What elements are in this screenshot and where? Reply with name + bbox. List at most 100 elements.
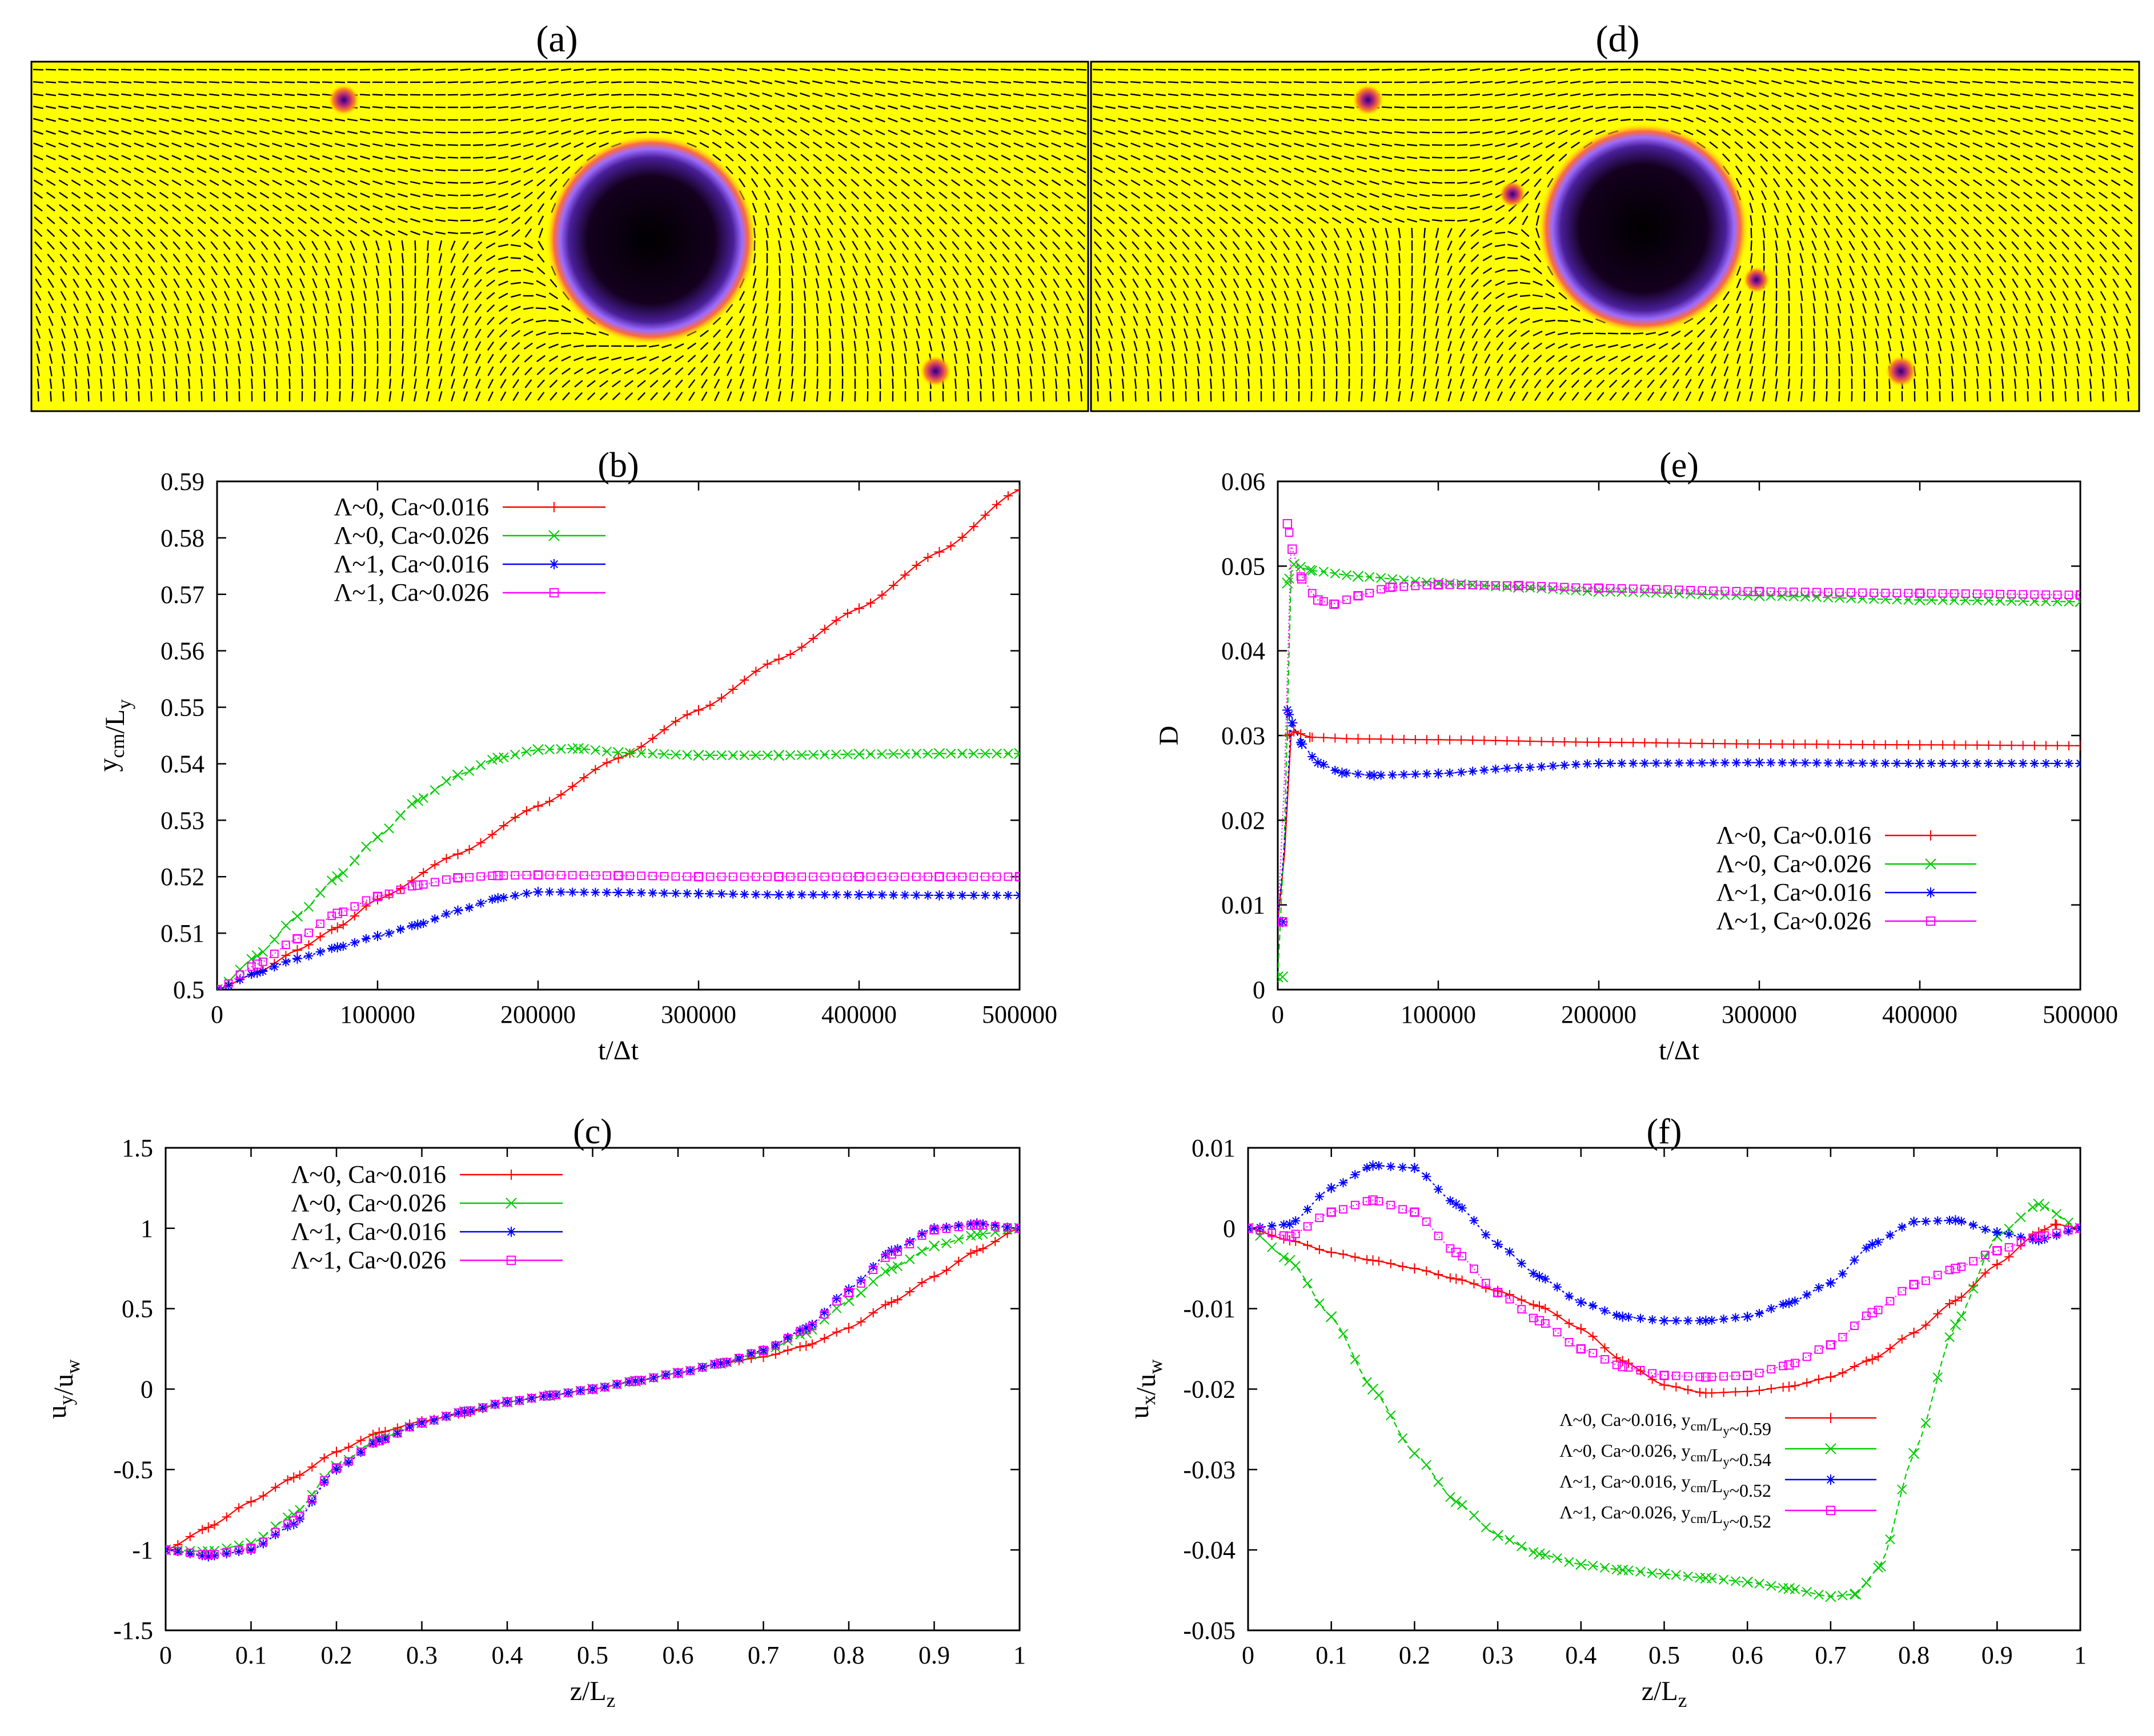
data-point <box>1992 1246 2001 1255</box>
data-point <box>1282 577 1293 589</box>
data-point <box>1594 737 1604 748</box>
data-point <box>1434 1231 1443 1240</box>
legend-entry-1: Λ~0, Ca~0.016 <box>291 1160 563 1188</box>
data-point <box>929 1271 940 1282</box>
data-point <box>1707 1372 1716 1381</box>
data-point <box>1422 577 1432 588</box>
data-point <box>1968 1283 1979 1294</box>
data-point <box>888 749 898 759</box>
data-point <box>648 888 657 898</box>
legend-entry-2: Λ~0, Ca~0.026 <box>334 521 605 549</box>
data-point <box>693 888 704 899</box>
x-tick-label: 0.5 <box>1648 1641 1680 1669</box>
data-point <box>442 875 451 884</box>
data-point <box>1003 1223 1012 1232</box>
data-point <box>972 1220 982 1230</box>
data-point <box>1755 1309 1764 1319</box>
x-tick-label: 0.3 <box>1482 1641 1514 1669</box>
data-point <box>487 830 497 839</box>
data-point <box>522 746 532 757</box>
data-point <box>1387 574 1398 584</box>
data-point <box>476 898 486 908</box>
data-point <box>865 749 876 760</box>
data-point <box>866 872 875 881</box>
data-point <box>1588 1332 1598 1341</box>
plot-frame <box>1277 480 2081 991</box>
x-tick-label: 200000 <box>1561 1000 1636 1028</box>
data-point <box>1421 1460 1431 1470</box>
data-point <box>1640 584 1649 593</box>
data-point <box>831 749 841 760</box>
data-point <box>751 666 761 676</box>
legend-label: Λ~1, Ca~0.026 <box>291 1246 446 1274</box>
data-point <box>1885 1344 1895 1353</box>
data-point <box>198 1550 207 1559</box>
data-point <box>1695 1388 1704 1397</box>
data-point <box>1659 1380 1670 1391</box>
data-point <box>1433 1477 1443 1487</box>
data-point <box>820 890 829 899</box>
data-point <box>1742 1386 1753 1397</box>
data-point <box>801 1325 811 1335</box>
legend-entry-2: Λ~0, Ca~0.026 <box>291 1189 563 1217</box>
legend-label: Λ~0, Ca~0.026 <box>1716 850 1871 878</box>
data-point <box>1791 1359 1799 1368</box>
data-point <box>283 1475 292 1485</box>
data-point <box>539 1391 549 1401</box>
data-point <box>990 1220 1000 1230</box>
data-point <box>1255 1223 1265 1232</box>
data-point <box>751 750 761 761</box>
data-point <box>832 872 841 881</box>
data-point <box>1313 595 1323 605</box>
data-point <box>801 1323 812 1333</box>
data-point <box>384 889 394 898</box>
data-point <box>1835 588 1844 597</box>
data-point <box>304 951 314 961</box>
data-point <box>1398 1205 1407 1214</box>
data-point <box>1342 734 1351 744</box>
data-point <box>185 1549 195 1558</box>
data-point <box>740 890 749 899</box>
data-point <box>1267 1231 1277 1240</box>
legend-label: Λ~0, Ca~0.016 <box>1716 821 1871 849</box>
data-point <box>454 1408 463 1417</box>
legend-entry-1: Λ~0, Ca~0.016 <box>334 493 605 521</box>
data-point <box>1549 582 1558 591</box>
data-point <box>258 957 267 966</box>
director-field-panel-a: (a) <box>30 18 1089 412</box>
y-axis-label: ycm/Ly <box>93 699 135 771</box>
data-point <box>1869 740 1879 749</box>
data-point <box>1491 764 1501 774</box>
panel-d-label: (d) <box>1596 18 1640 60</box>
x-tick-label: 500000 <box>982 1000 1057 1028</box>
data-point <box>1972 589 1981 598</box>
data-point <box>1825 1277 1836 1288</box>
data-point <box>853 748 865 760</box>
legend-entry-2: Λ~0, Ca~0.026, ycm/Ly~0.54 <box>1559 1440 1876 1470</box>
data-point <box>1517 1305 1526 1314</box>
data-point <box>877 749 887 760</box>
data-point <box>1553 1282 1562 1292</box>
data-point <box>1553 1328 1562 1337</box>
data-point <box>969 522 978 532</box>
data-point <box>980 511 990 520</box>
data-point <box>556 887 566 897</box>
data-point <box>1457 580 1466 589</box>
data-point <box>856 1279 865 1288</box>
data-point <box>854 872 864 882</box>
data-point <box>453 873 463 883</box>
data-point <box>303 902 314 912</box>
data-point <box>717 872 726 881</box>
data-point <box>1470 1264 1478 1273</box>
data-point <box>1969 1257 1978 1265</box>
y-tick-label: 0 <box>1253 976 1265 1004</box>
x-tick-label: 1 <box>2074 1641 2087 1669</box>
data-point <box>1564 1291 1574 1301</box>
y-tick-label: 1.5 <box>122 1134 153 1162</box>
data-point <box>637 1376 646 1385</box>
data-point <box>1647 1568 1658 1578</box>
data-point <box>1325 1311 1337 1323</box>
data-point <box>1945 1265 1954 1275</box>
data-point <box>953 1234 964 1244</box>
data-point <box>1789 587 1798 596</box>
